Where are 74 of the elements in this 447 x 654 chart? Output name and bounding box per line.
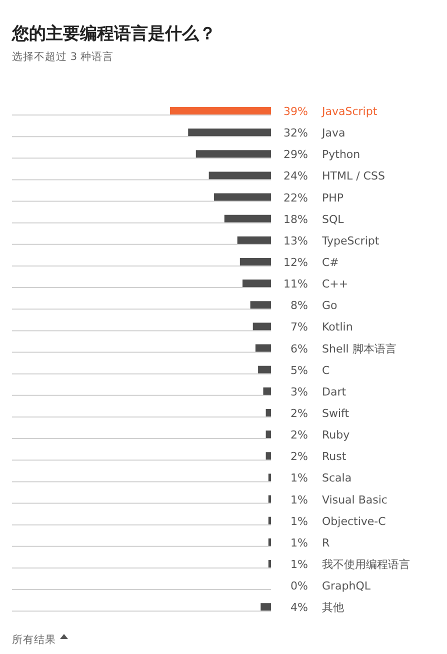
- data-label: 12%: [284, 256, 308, 269]
- y-tick-label: Dart: [322, 385, 347, 398]
- y-tick-label: Ruby: [322, 428, 350, 442]
- data-label: 1%: [290, 536, 308, 550]
- bar: [263, 387, 271, 395]
- y-tick-label: Objective-C: [322, 514, 386, 528]
- bar: [208, 172, 271, 180]
- y-tick-label: 其他: [322, 601, 344, 614]
- data-label: 1%: [290, 514, 308, 528]
- data-label: 7%: [290, 320, 308, 334]
- bar: [258, 366, 271, 374]
- bar: [252, 322, 271, 330]
- bar: [268, 538, 271, 546]
- y-tick-label: Scala: [322, 472, 352, 485]
- bar: [255, 344, 271, 352]
- bar: [250, 301, 271, 309]
- data-label: 11%: [284, 278, 308, 291]
- bar: [268, 495, 271, 503]
- data-label: 18%: [284, 212, 308, 226]
- bar: [268, 560, 271, 568]
- y-tick-label: Swift: [322, 406, 350, 420]
- y-tick-label: Go: [322, 299, 338, 312]
- bar: [266, 430, 271, 438]
- y-tick-label: Shell 脚本语言: [322, 342, 396, 356]
- y-tick-label: Visual Basic: [322, 493, 388, 506]
- data-label: 0%: [290, 580, 308, 593]
- bar: [188, 128, 271, 136]
- data-label: 5%: [290, 364, 308, 377]
- bar: [214, 193, 271, 201]
- data-label: 24%: [284, 170, 308, 183]
- data-label: 2%: [290, 450, 308, 464]
- data-label: 2%: [290, 406, 308, 420]
- bar: [260, 603, 271, 611]
- y-tick-label: Java: [321, 126, 346, 140]
- bar: [242, 280, 271, 288]
- data-label: 3%: [290, 385, 308, 398]
- chart-subtitle: 选择不超过 3 种语言: [12, 50, 114, 63]
- text: 所有结果: [12, 633, 56, 646]
- data-label: 8%: [290, 299, 308, 312]
- bar: [266, 408, 271, 416]
- y-tick-label: Python: [322, 148, 360, 162]
- bar: [224, 214, 271, 222]
- y-tick-label: PHP: [322, 191, 344, 204]
- y-tick-label: C#: [322, 256, 339, 269]
- y-tick-label: SQL: [322, 212, 345, 226]
- bar: [268, 516, 271, 524]
- data-label: 1%: [290, 472, 308, 485]
- y-tick-label: GraphQL: [322, 580, 372, 593]
- data-label: 1%: [290, 493, 308, 506]
- y-tick-label: HTML / CSS: [322, 170, 385, 183]
- y-tick-label: TypeScript: [321, 234, 380, 248]
- bar: [266, 452, 271, 460]
- bar: [240, 258, 271, 266]
- y-tick-label: Rust: [322, 450, 347, 464]
- bar: [268, 474, 271, 482]
- bar: [170, 107, 271, 114]
- y-tick-label: C++: [322, 278, 348, 291]
- data-label: 29%: [284, 148, 308, 162]
- data-label: 39%: [284, 105, 308, 118]
- data-label: 32%: [284, 126, 308, 140]
- data-label: 6%: [290, 342, 308, 356]
- bar: [196, 150, 271, 158]
- y-tick-label: 我不使用编程语言: [322, 558, 410, 571]
- y-tick-label: JavaScript: [321, 105, 378, 118]
- data-label: 22%: [284, 191, 308, 204]
- data-label: 1%: [290, 558, 308, 571]
- bar: [237, 236, 271, 244]
- data-label: 13%: [284, 234, 308, 248]
- data-label: 2%: [290, 428, 308, 442]
- data-label: 4%: [290, 601, 308, 614]
- y-tick-label: R: [322, 536, 330, 550]
- y-tick-label: C: [322, 364, 330, 377]
- chart-title: 您的主要编程语言是什么？: [11, 24, 216, 44]
- y-tick-label: Kotlin: [322, 320, 353, 334]
